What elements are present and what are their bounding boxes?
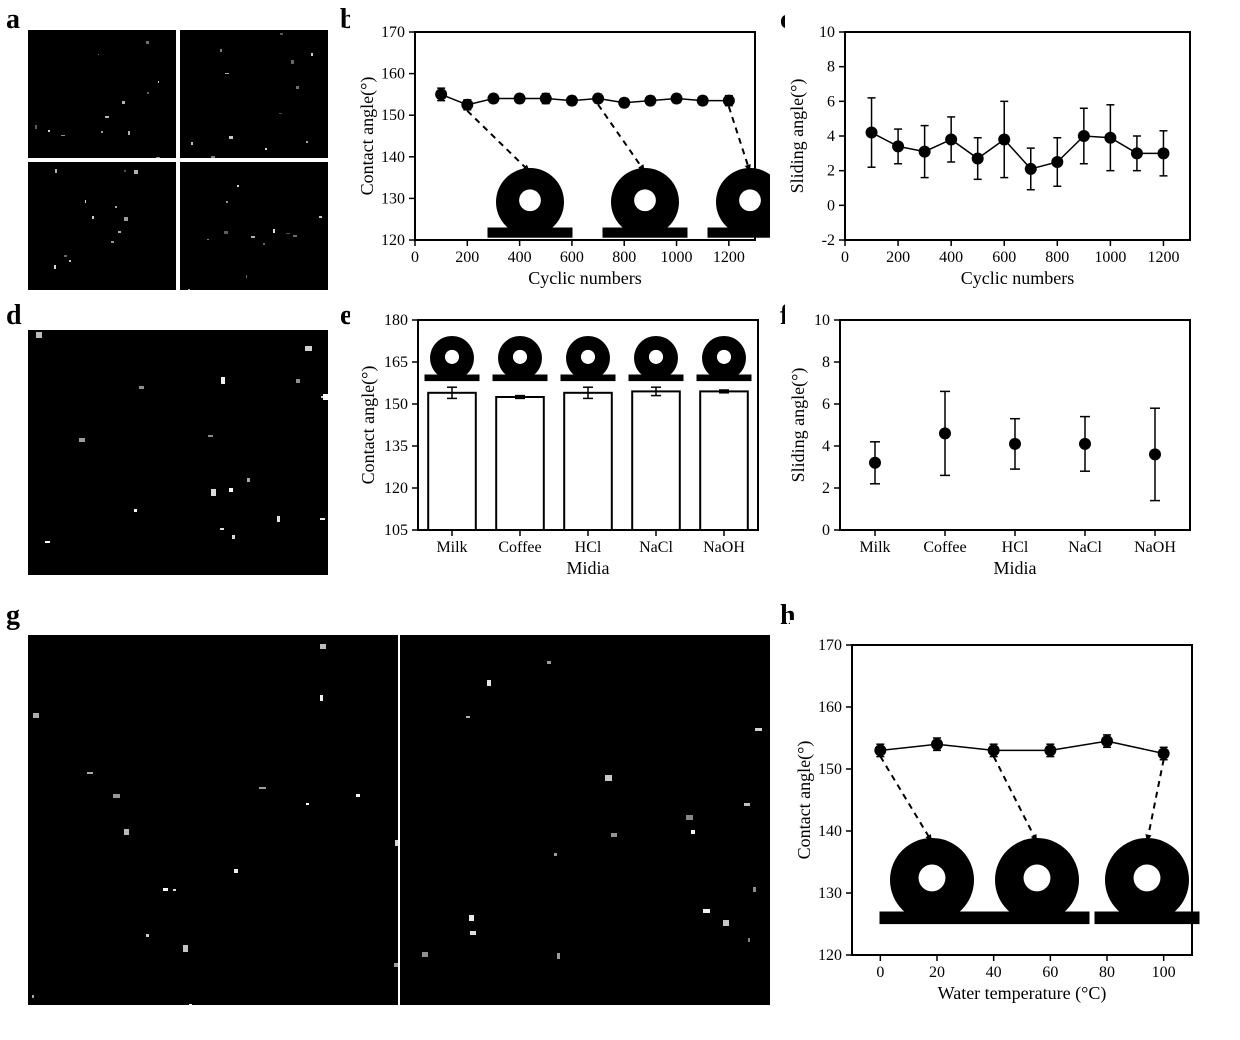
svg-text:0: 0 — [822, 522, 830, 539]
svg-text:2: 2 — [822, 480, 830, 497]
chart-contact-angle-vs-temperature: 0 20 40 60 80 100 120 130 140 150 160 170 Water temp… — [790, 620, 1210, 1020]
svg-text:NaCl: NaCl — [639, 539, 673, 556]
svg-text:200: 200 — [455, 249, 479, 266]
svg-text:400: 400 — [939, 249, 963, 266]
svg-text:NaOH: NaOH — [703, 539, 745, 556]
svg-text:Milk: Milk — [859, 539, 890, 556]
svg-text:600: 600 — [560, 249, 584, 266]
svg-text:0: 0 — [827, 197, 835, 214]
svg-text:Contact angle(°): Contact angle(°) — [794, 741, 815, 860]
svg-text:10: 10 — [819, 24, 835, 41]
image-panel-g-right — [400, 635, 770, 1005]
chart-contact-angle-vs-cycles: 0 200 400 600 800 1000 1200 120 130 140 150 160 170 C… — [350, 12, 770, 297]
svg-text:Cyclic numbers: Cyclic numbers — [528, 268, 641, 288]
svg-text:165: 165 — [384, 354, 408, 371]
svg-text:120: 120 — [384, 480, 408, 497]
svg-text:Contact angle(°): Contact angle(°) — [358, 366, 379, 485]
svg-text:130: 130 — [818, 885, 842, 902]
svg-text:1200: 1200 — [713, 249, 745, 266]
svg-text:10: 10 — [814, 312, 830, 329]
svg-text:200: 200 — [886, 249, 910, 266]
svg-text:160: 160 — [381, 66, 405, 83]
svg-text:0: 0 — [411, 249, 419, 266]
panel-label-d: d — [6, 300, 22, 332]
svg-text:160: 160 — [818, 699, 842, 716]
svg-text:Sliding angle(°): Sliding angle(°) — [787, 79, 808, 194]
svg-text:150: 150 — [384, 396, 408, 413]
svg-text:-2: -2 — [822, 232, 835, 249]
chart-sliding-angle-vs-media: 0 2 4 6 8 10 Milk Coffee HCl NaCl NaOH Midia Sliding… — [785, 300, 1205, 585]
panel-label-a: a — [6, 4, 20, 36]
image-panel-d — [28, 330, 328, 575]
svg-text:150: 150 — [818, 761, 842, 778]
svg-text:150: 150 — [381, 107, 405, 124]
chart-contact-angle-vs-media: 105 120 135 150 165 180 Milk Coffee HCl NaCl NaOH M… — [350, 300, 770, 585]
svg-text:180: 180 — [384, 312, 408, 329]
svg-text:1000: 1000 — [1094, 249, 1126, 266]
svg-text:Coffee: Coffee — [498, 539, 541, 556]
svg-text:80: 80 — [1099, 964, 1115, 981]
svg-text:Cyclic numbers: Cyclic numbers — [961, 268, 1074, 288]
svg-text:4: 4 — [827, 128, 835, 145]
image-panel-g-left — [28, 635, 398, 1005]
svg-text:Milk: Milk — [436, 539, 467, 556]
svg-text:600: 600 — [992, 249, 1016, 266]
chart-sliding-angle-vs-cycles: 0 200 400 600 800 1000 1200 -2 0 2 4 6 8 10 Cyclic num… — [785, 12, 1205, 297]
svg-text:140: 140 — [818, 823, 842, 840]
svg-text:NaOH: NaOH — [1134, 539, 1176, 556]
svg-text:140: 140 — [381, 149, 405, 166]
svg-text:400: 400 — [508, 249, 532, 266]
svg-text:1000: 1000 — [661, 249, 693, 266]
svg-text:Midia: Midia — [994, 558, 1037, 578]
panel-label-g: g — [6, 600, 20, 632]
svg-text:Contact angle(°): Contact angle(°) — [357, 77, 378, 196]
svg-text:NaCl: NaCl — [1068, 539, 1102, 556]
svg-text:105: 105 — [384, 522, 408, 539]
svg-text:60: 60 — [1042, 964, 1058, 981]
svg-text:Coffee: Coffee — [923, 539, 966, 556]
svg-text:40: 40 — [986, 964, 1002, 981]
svg-text:170: 170 — [818, 637, 842, 654]
svg-text:135: 135 — [384, 438, 408, 455]
svg-text:8: 8 — [822, 354, 830, 371]
svg-text:800: 800 — [612, 249, 636, 266]
svg-text:120: 120 — [818, 947, 842, 964]
svg-text:Sliding angle(°): Sliding angle(°) — [788, 368, 809, 483]
svg-text:130: 130 — [381, 190, 405, 207]
svg-text:6: 6 — [827, 93, 835, 110]
svg-text:100: 100 — [1152, 964, 1176, 981]
svg-text:Midia: Midia — [567, 558, 610, 578]
image-panel-a — [28, 30, 328, 290]
svg-text:1200: 1200 — [1147, 249, 1179, 266]
svg-text:2: 2 — [827, 163, 835, 180]
svg-text:6: 6 — [822, 396, 830, 413]
svg-text:800: 800 — [1045, 249, 1069, 266]
svg-text:120: 120 — [381, 232, 405, 249]
svg-text:8: 8 — [827, 59, 835, 76]
svg-text:4: 4 — [822, 438, 830, 455]
svg-text:HCl: HCl — [575, 539, 602, 556]
svg-text:20: 20 — [929, 964, 945, 981]
svg-text:0: 0 — [841, 249, 849, 266]
svg-text:HCl: HCl — [1002, 539, 1029, 556]
svg-text:0: 0 — [876, 964, 884, 981]
svg-text:170: 170 — [381, 24, 405, 41]
svg-text:Water temperature (°C): Water temperature (°C) — [938, 983, 1107, 1004]
